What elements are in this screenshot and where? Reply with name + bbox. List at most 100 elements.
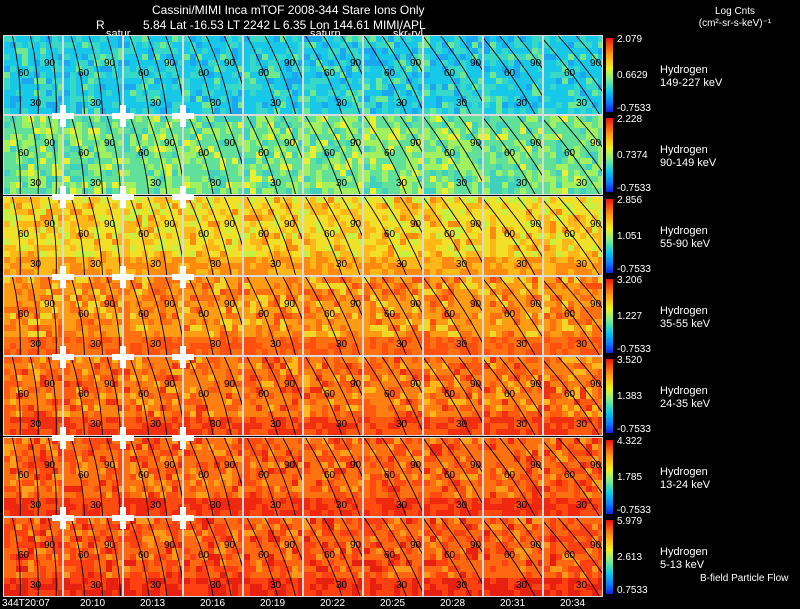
field-contour bbox=[29, 276, 39, 355]
pixel bbox=[112, 214, 118, 221]
pixel bbox=[460, 202, 466, 209]
pixel bbox=[298, 84, 302, 90]
pixel bbox=[58, 306, 62, 313]
pixel bbox=[436, 66, 442, 72]
pixel bbox=[172, 90, 178, 96]
pixel bbox=[484, 188, 490, 195]
pixel bbox=[118, 250, 122, 257]
pixel bbox=[34, 288, 40, 295]
pixel bbox=[502, 220, 508, 227]
pixel bbox=[340, 60, 346, 66]
pixel bbox=[154, 238, 160, 245]
pixel bbox=[376, 256, 382, 263]
pixel bbox=[244, 108, 250, 114]
pixel bbox=[436, 220, 442, 227]
pixel bbox=[160, 262, 166, 269]
pixel bbox=[148, 324, 154, 331]
pixel bbox=[298, 48, 302, 54]
pixel bbox=[400, 128, 406, 135]
pixel bbox=[100, 60, 106, 66]
pixel bbox=[520, 188, 526, 195]
pixel bbox=[376, 220, 382, 227]
pixel bbox=[544, 90, 550, 96]
pixel bbox=[124, 306, 130, 313]
pixel bbox=[262, 294, 268, 301]
pixel bbox=[466, 196, 472, 203]
pixel bbox=[130, 276, 136, 283]
pixel bbox=[424, 102, 430, 108]
pixel bbox=[64, 108, 70, 114]
pixel bbox=[184, 90, 190, 96]
image-cell: 60 90 30 bbox=[303, 115, 363, 196]
pixel bbox=[562, 182, 568, 189]
pixel bbox=[334, 232, 340, 239]
pixel bbox=[298, 226, 302, 233]
image-cell: 60 90 30 bbox=[63, 115, 123, 196]
pixel bbox=[364, 176, 370, 183]
pixel bbox=[244, 176, 250, 183]
pixel bbox=[520, 158, 526, 165]
pixel bbox=[568, 134, 574, 141]
pixel bbox=[142, 90, 148, 96]
pixel bbox=[124, 158, 130, 165]
pixel bbox=[316, 108, 322, 114]
pixel bbox=[502, 78, 508, 84]
field-contour bbox=[323, 116, 361, 195]
pixel bbox=[406, 66, 412, 72]
pixel bbox=[250, 158, 256, 165]
pixel bbox=[184, 48, 190, 54]
pixel bbox=[70, 214, 76, 221]
pixel bbox=[148, 158, 154, 165]
pixel bbox=[448, 134, 454, 141]
pixel bbox=[514, 220, 520, 227]
pixel bbox=[418, 208, 422, 215]
pixel bbox=[142, 294, 148, 301]
pixel bbox=[598, 96, 602, 102]
image-cell: 60 90 30 bbox=[243, 195, 303, 276]
pixel bbox=[46, 134, 52, 141]
pixel bbox=[166, 72, 172, 78]
pixel bbox=[10, 324, 16, 331]
pixel bbox=[442, 90, 448, 96]
pixel bbox=[394, 152, 400, 159]
pixel bbox=[82, 202, 88, 209]
pixel bbox=[130, 116, 136, 123]
pixel bbox=[520, 84, 526, 90]
pixel bbox=[238, 342, 242, 349]
pixel bbox=[496, 158, 502, 165]
pixel bbox=[88, 60, 94, 66]
pixel bbox=[460, 170, 466, 177]
pixel bbox=[52, 36, 58, 42]
pixel bbox=[598, 152, 602, 159]
pixel bbox=[106, 170, 112, 177]
pixel bbox=[358, 102, 362, 108]
pixel bbox=[496, 42, 502, 48]
pixel bbox=[250, 122, 256, 129]
pixel bbox=[598, 188, 602, 195]
pixel bbox=[70, 182, 76, 189]
pixel bbox=[40, 232, 46, 239]
pixel bbox=[118, 72, 122, 78]
image-cell: 60 90 30 bbox=[123, 195, 183, 276]
pixel bbox=[148, 214, 154, 221]
pixel bbox=[70, 312, 76, 319]
pixel bbox=[154, 202, 160, 209]
pixel bbox=[286, 48, 292, 54]
pixel bbox=[64, 146, 70, 153]
pixel bbox=[484, 226, 490, 233]
pixel bbox=[34, 116, 40, 123]
pixel bbox=[178, 146, 182, 153]
pixel bbox=[94, 342, 100, 349]
pixel bbox=[298, 72, 302, 78]
pixel bbox=[580, 66, 586, 72]
pixel bbox=[322, 164, 328, 171]
pixel bbox=[262, 122, 268, 129]
pixel bbox=[154, 96, 160, 102]
pixel bbox=[82, 36, 88, 42]
pixel bbox=[322, 90, 328, 96]
pixel bbox=[196, 122, 202, 129]
pixel bbox=[166, 102, 172, 108]
pixel bbox=[502, 102, 508, 108]
pixel bbox=[514, 152, 520, 159]
